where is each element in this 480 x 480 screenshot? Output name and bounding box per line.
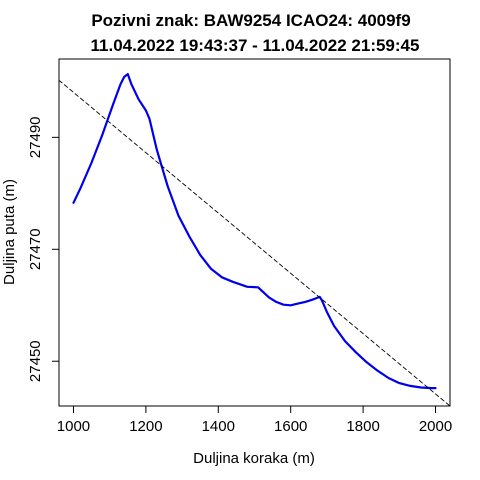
y-tick-label: 27450 xyxy=(27,340,44,382)
x-axis-label: Duljina koraka (m) xyxy=(193,450,315,467)
y-tick-label: 27490 xyxy=(27,116,44,158)
axis-ticks: 1000 1200 1400 1600 1800 2000 27450 27470 27490 xyxy=(27,116,452,435)
x-tick-label: 1600 xyxy=(274,418,307,435)
trend-line xyxy=(59,79,450,406)
chart-title-line2: 11.04.2022 19:43:37 - 11.04.2022 21:59:4… xyxy=(91,36,420,55)
chart-title-line1: Pozivni znak: BAW9254 ICAO24: 4009f9 xyxy=(91,11,410,30)
plot-frame xyxy=(58,58,451,407)
x-tick-label: 2000 xyxy=(419,418,452,435)
x-tick-label: 1200 xyxy=(129,418,162,435)
y-tick-label: 27470 xyxy=(27,228,44,270)
x-tick-label: 1800 xyxy=(346,418,379,435)
series-group xyxy=(59,73,450,406)
y-axis-label: Duljina puta (m) xyxy=(1,179,18,285)
x-tick-label: 1400 xyxy=(202,418,235,435)
data-series-line xyxy=(72,73,437,390)
x-tick-label: 1000 xyxy=(57,418,90,435)
